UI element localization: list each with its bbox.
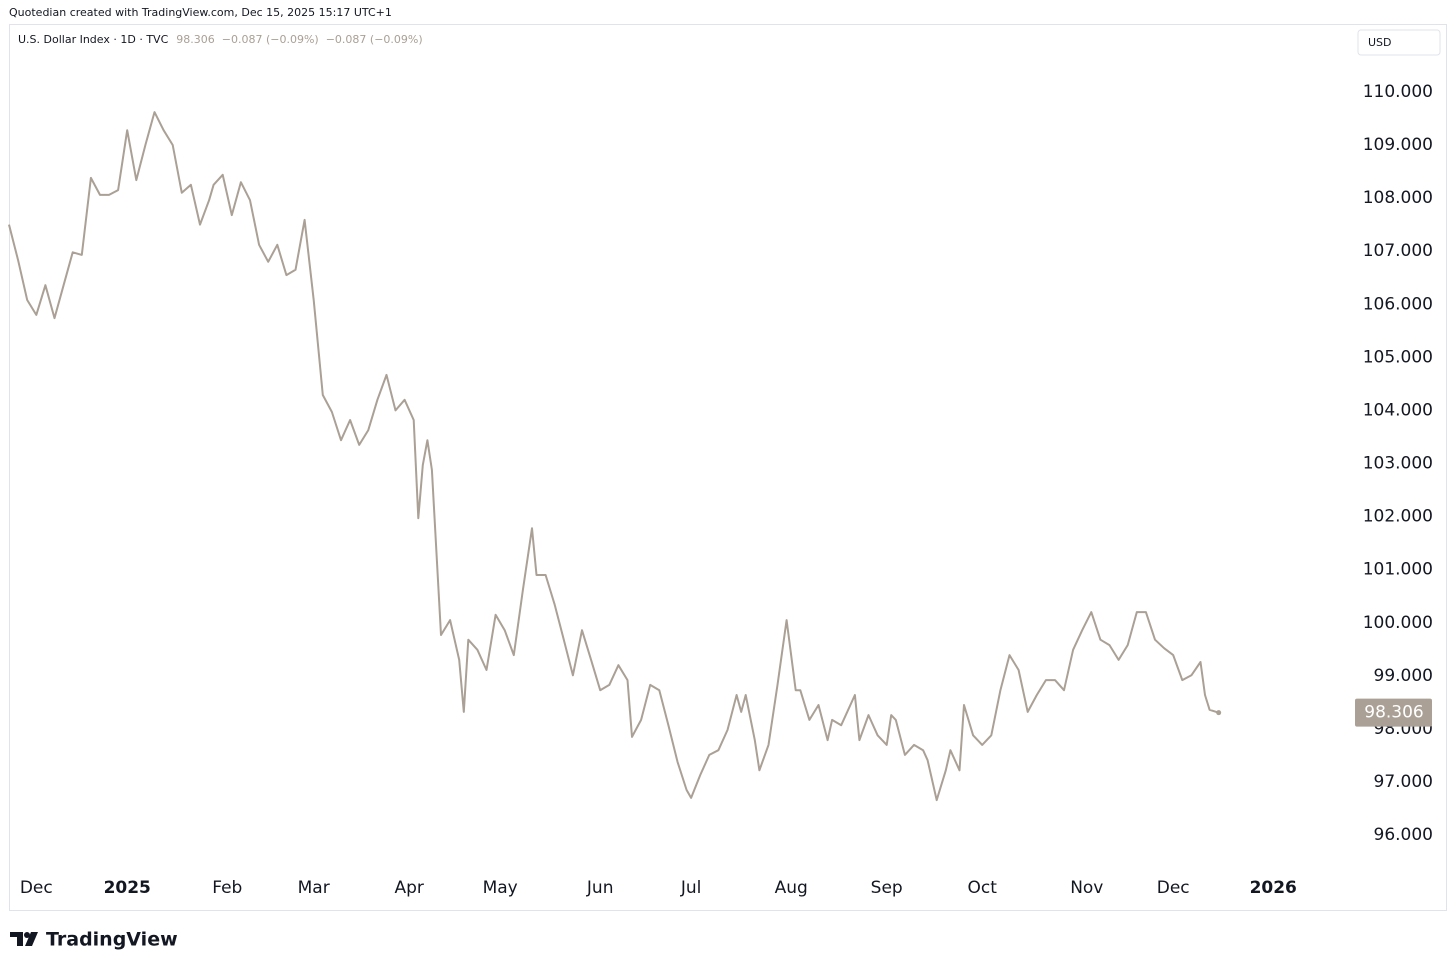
x-tick-label: Dec	[20, 878, 53, 898]
credit: Quotedian created with TradingView.com, …	[9, 6, 392, 19]
x-tick-label: May	[483, 878, 518, 898]
y-tick-label: 103.000	[1363, 454, 1433, 474]
price-line	[8, 111, 1220, 802]
legend-last-value: 98.306	[176, 33, 215, 46]
brand-logo	[10, 932, 38, 946]
y-tick-label: 96.000	[1374, 825, 1433, 845]
x-tick-label: Mar	[298, 878, 330, 898]
x-tick-label: Feb	[212, 878, 242, 898]
y-tick-label: 110.000	[1363, 82, 1433, 102]
y-tick-label: 102.000	[1363, 507, 1433, 527]
x-tick-label: Dec	[1157, 878, 1190, 898]
y-tick-label: 99.000	[1374, 666, 1433, 686]
logo-mark	[24, 932, 30, 938]
x-tick-label: 2026	[1250, 878, 1297, 898]
y-tick-label: 101.000	[1363, 560, 1433, 580]
x-tick-label: Jul	[680, 878, 702, 898]
x-tick-label: Sep	[871, 878, 903, 898]
x-tick-label: Nov	[1070, 878, 1103, 898]
chart-frame	[9, 24, 1447, 911]
y-tick-label: 106.000	[1363, 294, 1433, 314]
brand: TradingView	[46, 929, 178, 951]
y-tick-label: 107.000	[1363, 241, 1433, 261]
x-tick-label: Oct	[967, 878, 997, 898]
last-point	[1216, 710, 1222, 716]
y-tick-label: 104.000	[1363, 400, 1433, 420]
last-price-badge	[1355, 698, 1432, 727]
legend-change: −0.087 (−0.09%)	[326, 33, 423, 46]
y-tick-label: 109.000	[1363, 135, 1433, 155]
y-tick-label: 97.000	[1374, 772, 1433, 792]
legend: U.S. Dollar Index · 1D · TVC 98.306 −0.08…	[18, 33, 423, 46]
x-tick-label: Aug	[775, 878, 808, 898]
currency-box[interactable]	[1357, 29, 1441, 56]
legend-change: −0.087 (−0.09%)	[222, 33, 319, 46]
y-tick-label: 108.000	[1363, 188, 1433, 208]
x-tick-label: Apr	[394, 878, 423, 898]
y-tick-label: 100.000	[1363, 613, 1433, 633]
currency: USD	[1368, 36, 1392, 49]
y-tick-label: 105.000	[1363, 347, 1433, 367]
logo-mark	[25, 932, 38, 946]
x-tick-label: Jun	[586, 878, 614, 898]
legend-symbol: U.S. Dollar Index · 1D · TVC	[18, 33, 169, 46]
last-price-label: 98.306	[1364, 703, 1423, 723]
x-tick-label: 2025	[104, 878, 151, 898]
logo-mark	[10, 932, 23, 946]
